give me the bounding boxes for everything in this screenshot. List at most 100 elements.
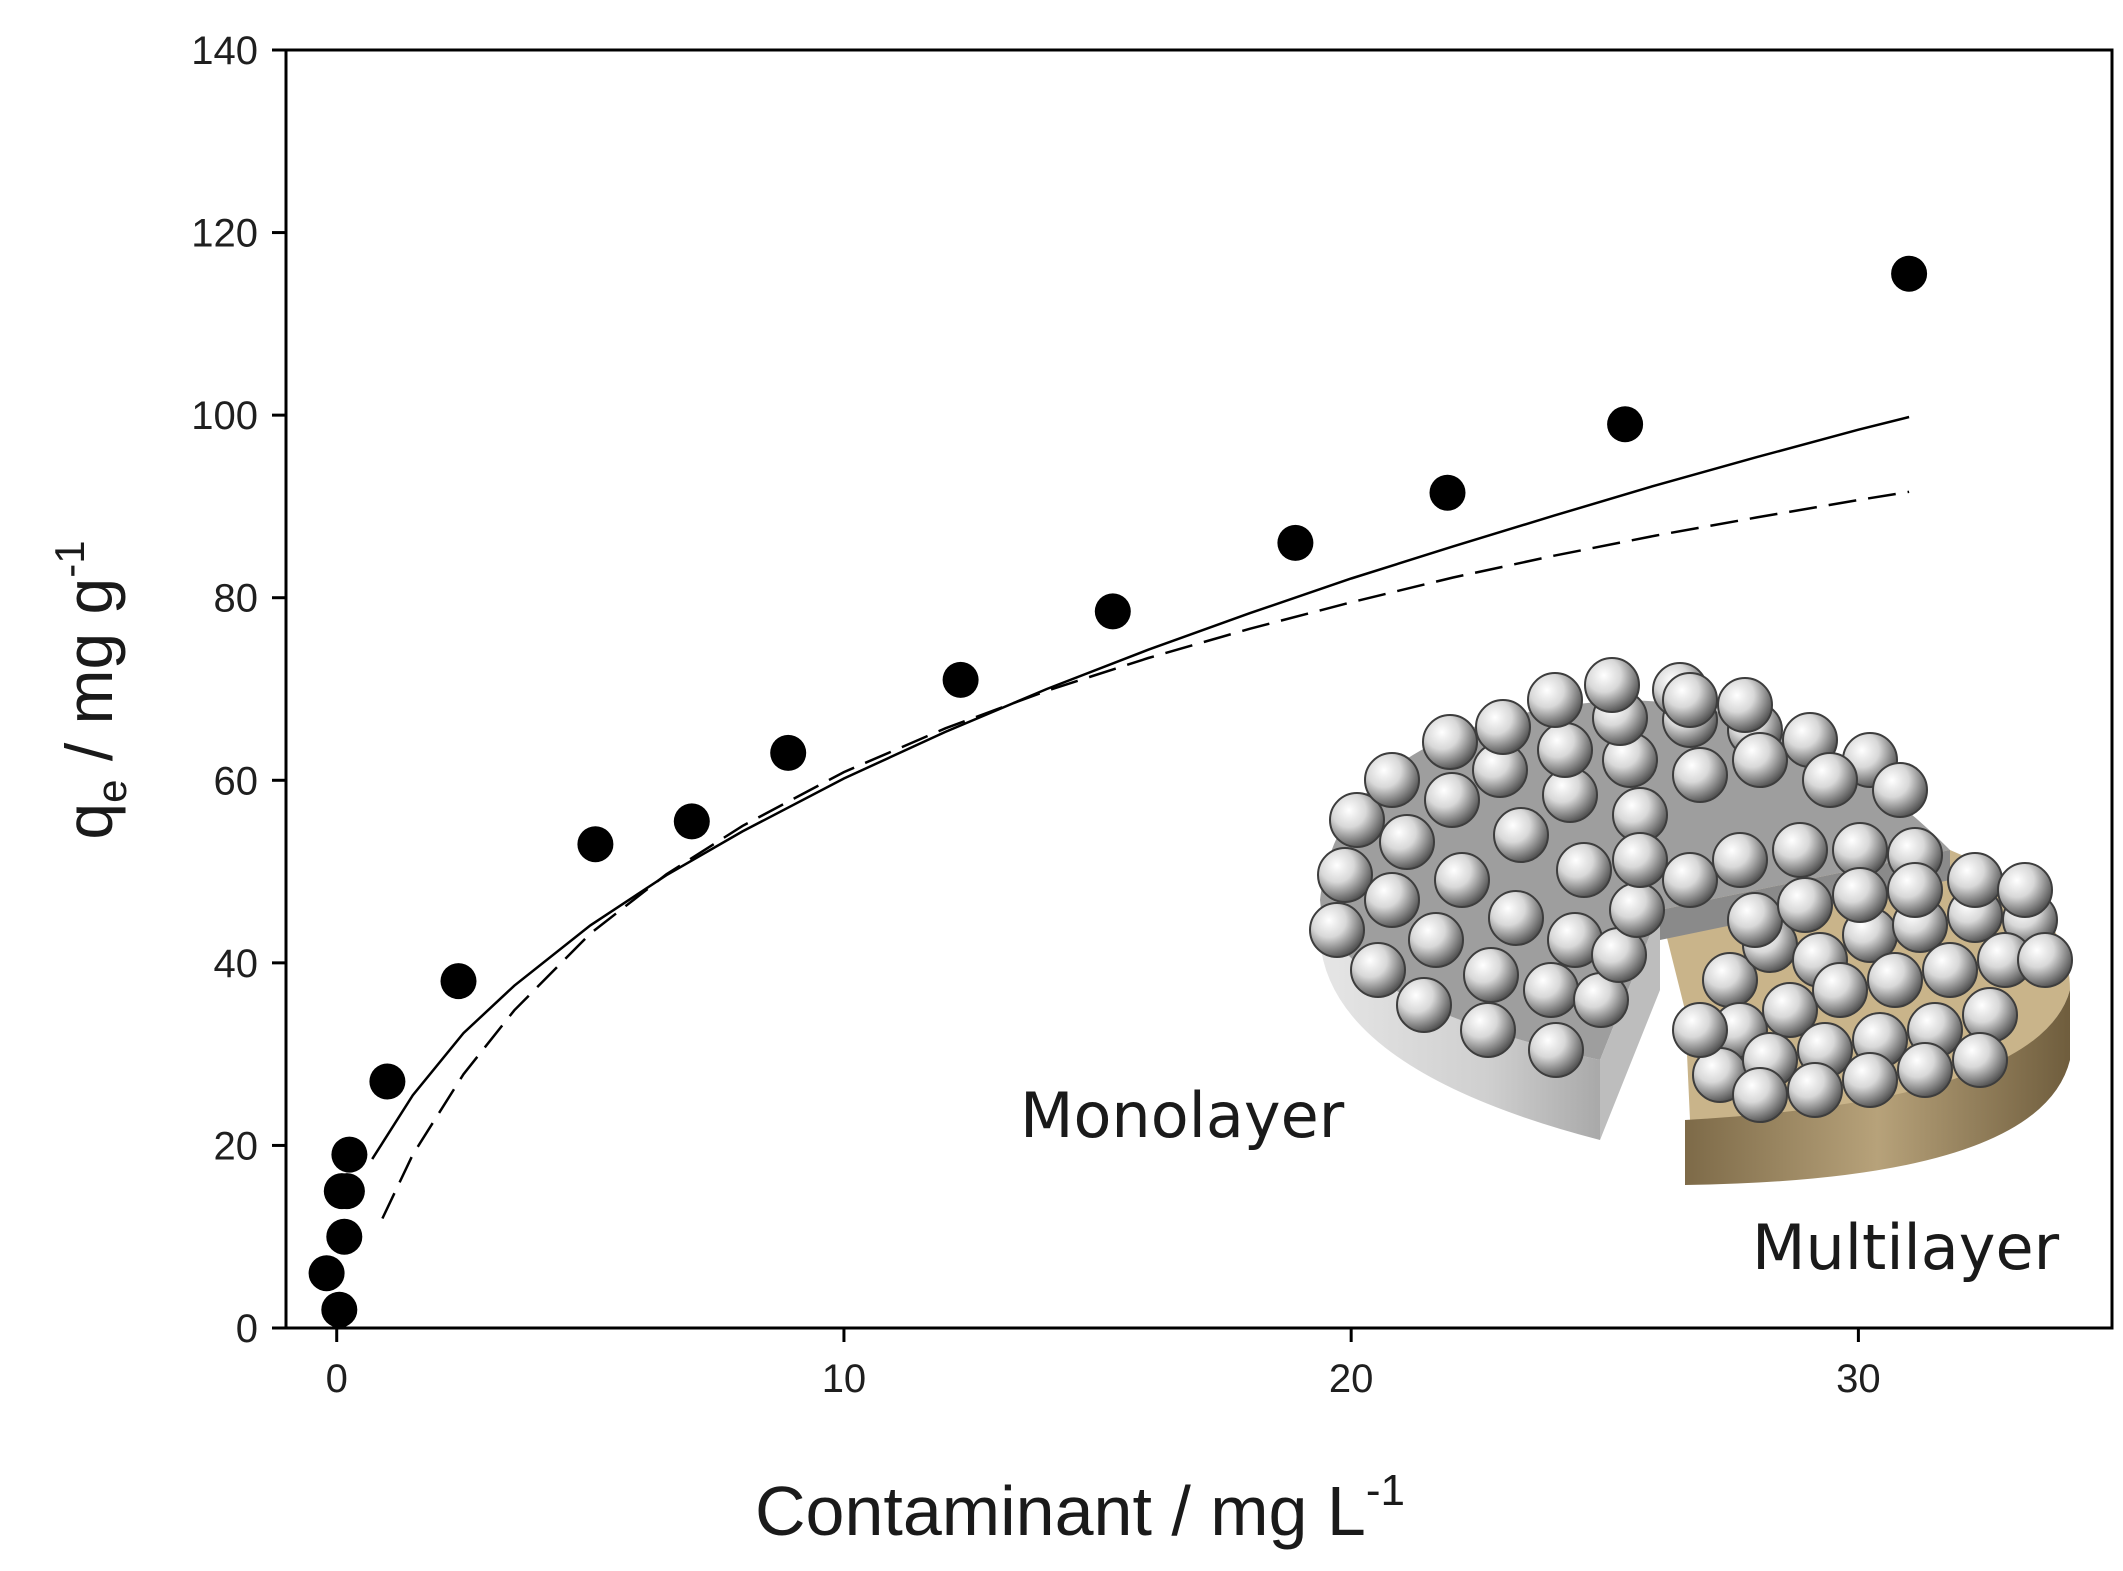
y-tick-label: 120 [191,212,258,256]
x-tick-label: 10 [822,1357,867,1401]
adsorbate-sphere [1787,1062,1843,1118]
adsorbate-sphere [1408,912,1464,968]
adsorbate-sphere [1662,672,1718,728]
plot-frame [284,48,2114,1330]
adsorbate-sphere [1922,942,1978,998]
adsorbate-sphere [1887,862,1943,918]
adsorbate-sphere [1424,772,1480,828]
x-axis-title-main: Contaminant / mg L [755,1472,1366,1550]
adsorbate-sphere [2017,932,2073,988]
y-axis-title: qe / mg g-1 [46,540,135,839]
monolayer-disk-cut-face [1600,910,1660,1140]
adsorbate-sphere [1672,747,1728,803]
adsorbate-sphere [1527,672,1583,728]
adsorbate-sphere [1422,714,1478,770]
adsorbate-sphere [1364,752,1420,808]
monolayer-disk-side [1320,900,1600,1140]
data-point [1094,593,1131,630]
x-axis-title-sup: -1 [1366,1466,1405,1515]
adsorbate-sphere [1812,962,1868,1018]
adsorbate-sphere [1584,657,1640,713]
adsorbate-sphere [1712,832,1768,888]
data-point [369,1063,406,1100]
adsorbate-sphere [1364,872,1420,928]
adsorbate-sphere [1727,892,1783,948]
data-point [331,1136,368,1173]
adsorbate-sphere [1717,677,1773,733]
x-axis-title: Contaminant / mg L-1 [755,1466,1405,1550]
adsorbate-sphere [1488,890,1544,946]
data-point [308,1255,345,1292]
adsorbate-sphere [1463,947,1519,1003]
y-axis: 0 20 40 60 80 100 120 140 [191,29,286,1351]
adsorbate-sphere [1842,1052,1898,1108]
adsorbate-sphere [1309,902,1365,958]
adsorbate-sphere [1947,852,2003,908]
adsorbate-sphere [1493,807,1549,863]
adsorbate-sphere [1997,862,2053,918]
adsorbate-sphere [1732,1067,1788,1123]
data-point [1891,255,1928,292]
adsorbate-sphere [1317,847,1373,903]
data-point [770,734,807,771]
fit-curves [371,415,1910,1220]
data-point [942,661,979,698]
adsorbate-sphere [1777,877,1833,933]
adsorbate-sphere [1672,1002,1728,1058]
y-tick-label: 100 [191,394,258,438]
x-tick-label: 20 [1329,1357,1374,1401]
multilayer-disk-side [1685,990,2070,1185]
data-point [673,803,710,840]
adsorbate-sphere [1528,1022,1584,1078]
data-point [1607,406,1644,443]
adsorbate-sphere [1662,852,1718,908]
y-tick-label: 40 [214,942,259,986]
adsorbate-sphere [1612,832,1668,888]
adsorbate-sphere [1556,842,1612,898]
y-axis-title-rest: / mg g [52,578,126,780]
y-tick-label: 140 [191,29,258,73]
data-point [326,1218,363,1255]
y-axis-title-main: q [52,803,126,840]
adsorbate-sphere [1872,762,1928,818]
data-point [577,826,614,863]
adsorbate-sphere [1537,722,1593,778]
adsorbate-sphere [1379,814,1435,870]
adsorbate-sphere [1952,1032,2008,1088]
adsorption-layer-illustration: Monolayer Multilayer [1020,657,2073,1284]
adsorbate-sphere [1460,1002,1516,1058]
data-point [328,1173,365,1210]
adsorbate-sphere [1350,942,1406,998]
multilayer-label: Multilayer [1752,1211,2060,1284]
adsorbate-sphere [1732,732,1788,788]
y-tick-label: 20 [214,1124,259,1168]
y-tick-label: 80 [214,577,259,621]
y-tick-label: 0 [236,1307,258,1351]
data-point [440,963,477,1000]
adsorbate-sphere [1772,822,1828,878]
adsorbate-sphere [1475,699,1531,755]
adsorbate-sphere [1897,1042,1953,1098]
adsorbate-sphere [1329,792,1385,848]
x-tick-label: 0 [326,1357,348,1401]
data-point [1429,474,1466,511]
adsorbate-sphere [1832,867,1888,923]
y-axis-title-sub: e [88,780,135,803]
adsorbate-sphere [1867,952,1923,1008]
x-tick-label: 30 [1836,1357,1881,1401]
fit-line-solid [371,415,1910,1160]
adsorbate-sphere [1762,982,1818,1038]
monolayer-label: Monolayer [1020,1079,1345,1152]
data-point [1277,524,1314,561]
y-tick-label: 60 [214,759,259,803]
data-point [321,1291,358,1328]
y-axis-title-sup: -1 [46,540,93,577]
adsorbate-sphere [1609,882,1665,938]
x-axis: 0 10 20 30 [326,1328,1881,1401]
fit-line-dashed [381,490,1910,1220]
data-points [308,255,1928,1328]
adsorbate-sphere [1396,977,1452,1033]
adsorbate-sphere [1802,752,1858,808]
adsorbate-sphere [1434,852,1490,908]
